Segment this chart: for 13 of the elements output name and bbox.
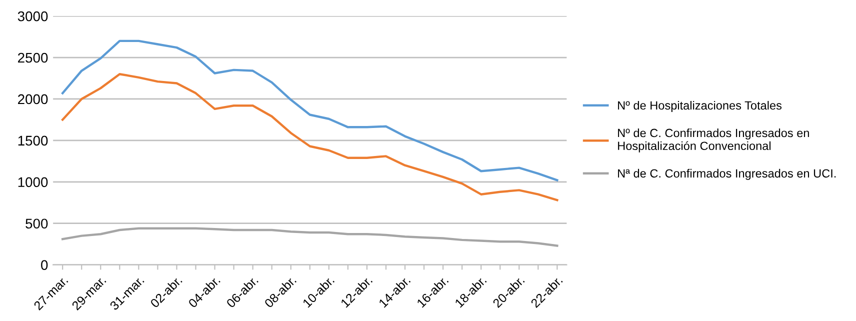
legend-label: Nº de Hospitalizaciones Totales — [618, 100, 782, 112]
legend-label: Nº de C. Confirmados Ingresados en Hospitalización Convencional — [618, 128, 809, 152]
y-tick-label: 500 — [26, 218, 48, 229]
y-tick-label: 2000 — [18, 94, 48, 104]
y-tick-label: 1000 — [18, 177, 48, 188]
y-tick-label: 3000 — [18, 11, 48, 22]
line-series — [61, 40, 558, 182]
y-tick-label: 1500 — [18, 136, 48, 146]
y-tick-label: 2500 — [18, 52, 48, 63]
line-series — [61, 72, 558, 202]
y-tick-label: 0 — [41, 260, 48, 270]
line-series — [61, 227, 558, 247]
legend-label: Nª de C. Confirmados Ingresados en UCI. — [618, 168, 836, 180]
